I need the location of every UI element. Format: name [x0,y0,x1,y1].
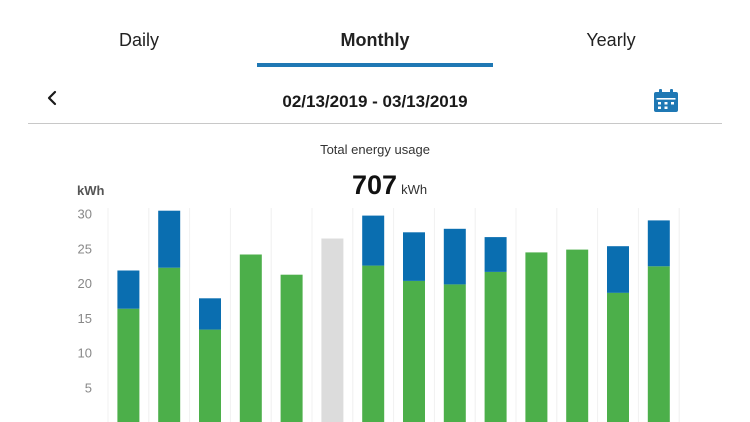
y-tick-label: 15 [78,311,92,326]
active-tab-indicator [257,63,493,67]
y-tick-label: 25 [78,241,92,256]
bar-segment[interactable] [484,237,507,272]
y-tick-label: 30 [78,207,92,222]
total-usage-value: 707 [352,170,398,200]
tab-daily[interactable]: Daily [118,30,160,50]
period-tabs: Daily Monthly Yearly [0,0,750,68]
header-divider [28,123,722,124]
bar-segment[interactable] [117,308,140,422]
total-usage-unit: kWh [401,182,428,197]
bar-segment[interactable] [280,274,303,422]
calendar-icon[interactable] [653,88,679,114]
bar-segment[interactable] [443,228,466,285]
bar-segment[interactable] [362,265,385,422]
chevron-left-icon[interactable] [42,88,62,108]
total-usage: 707 kWh [352,170,427,201]
bar-segment[interactable] [362,215,385,266]
bar-segment[interactable] [607,292,629,422]
tab-yearly[interactable]: Yearly [586,30,636,50]
bar-segment[interactable] [566,249,589,422]
bar-segment[interactable] [117,270,140,309]
bar-segment[interactable] [239,254,262,422]
bar-segment[interactable] [403,232,425,281]
y-axis-label: kWh [77,183,105,198]
bar-segment[interactable] [525,252,548,422]
energy-usage-chart: 5 10 15 20 25 30 [78,207,680,422]
y-tick-label: 20 [78,276,92,291]
bar-segment[interactable] [199,329,221,422]
bar-segment[interactable] [403,280,425,422]
tab-monthly[interactable]: Monthly [340,30,410,50]
bar-segment[interactable] [199,298,221,330]
bar-segment[interactable] [607,246,629,293]
y-tick-label: 10 [78,346,92,361]
date-navigation: 02/13/2019 - 03/13/2019 [0,68,750,124]
bar-segment[interactable] [443,284,466,422]
date-range-label: 02/13/2019 - 03/13/2019 [282,92,468,111]
bar-segment[interactable] [647,220,670,267]
bar-segment[interactable] [484,271,507,422]
bar-segment[interactable] [647,266,670,422]
bar-segment[interactable] [158,210,181,268]
bar-segment[interactable] [321,238,344,422]
usage-title: Total energy usage [320,142,430,157]
y-tick-label: 5 [85,380,92,395]
bar-segment[interactable] [158,267,181,422]
